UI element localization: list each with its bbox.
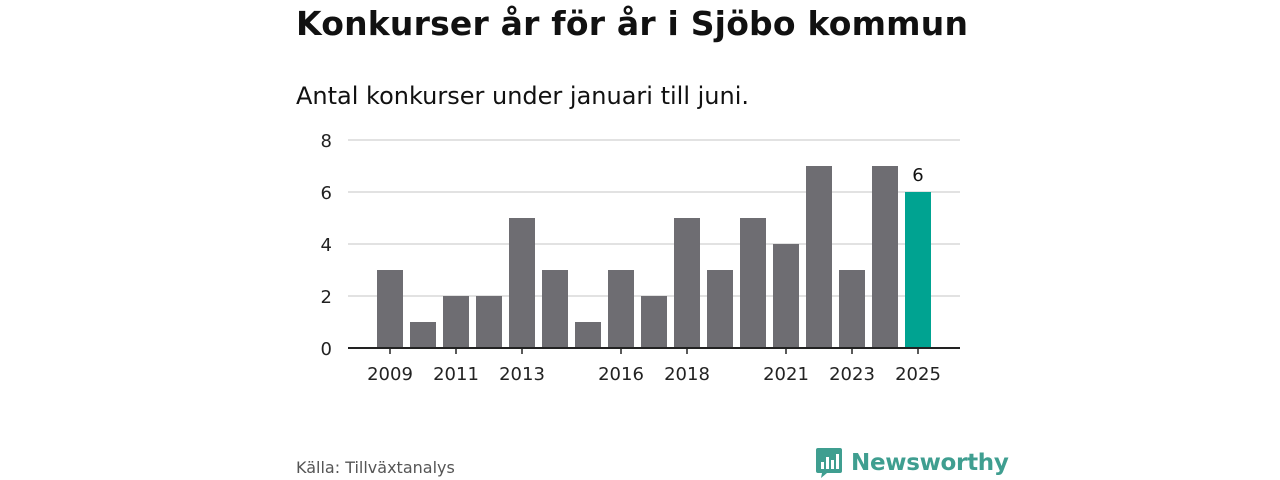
source-note: Källa: Tillväxtanalys: [296, 458, 455, 477]
y-tick-label: 0: [321, 339, 332, 360]
bars: [377, 166, 931, 348]
brand-name: Newsworthy: [851, 450, 1009, 476]
x-tick-label: 2009: [367, 364, 413, 385]
x-tick-label: 2025: [895, 364, 941, 385]
brand-logo[interactable]: Newsworthy: [815, 446, 1009, 480]
bar: [443, 296, 469, 348]
y-tick-label: 4: [321, 235, 332, 256]
axes: [348, 347, 960, 354]
bar: [806, 166, 832, 348]
bar: [476, 296, 502, 348]
bar: [905, 192, 931, 348]
bar: [377, 270, 403, 348]
chart-subtitle: Antal konkurser under januari till juni.: [296, 82, 749, 110]
bar: [509, 218, 535, 348]
grid-lines: [348, 139, 960, 297]
bar: [707, 270, 733, 348]
bar-chart: 0 2 4 6 8 2009 2011 2013 2016 2018 2021 2023 2025 6: [321, 131, 960, 385]
bar-chart-icon: [816, 448, 842, 478]
x-tick-label: 2011: [433, 364, 479, 385]
bar: [839, 270, 865, 348]
x-tick-label: 2013: [499, 364, 545, 385]
bar: [641, 296, 667, 348]
y-tick-label: 2: [321, 287, 332, 308]
x-tick-label: 2023: [829, 364, 875, 385]
y-tick-label: 6: [321, 183, 332, 204]
bar: [872, 166, 898, 348]
x-tick-label: 2021: [763, 364, 809, 385]
x-tick-label: 2018: [664, 364, 710, 385]
y-tick-label: 8: [321, 131, 332, 152]
bar: [674, 218, 700, 348]
bar: [773, 244, 799, 348]
labels: 0 2 4 6 8 2009 2011 2013 2016 2018 2021 2023 2025 6: [321, 131, 941, 385]
bar: [608, 270, 634, 348]
bar: [740, 218, 766, 348]
x-tick-label: 2016: [598, 364, 644, 385]
chart-title: Konkurser år för år i Sjöbo kommun: [296, 4, 969, 43]
bar: [410, 322, 436, 348]
bar: [542, 270, 568, 348]
bar: [575, 322, 601, 348]
data-label: 6: [912, 165, 923, 186]
